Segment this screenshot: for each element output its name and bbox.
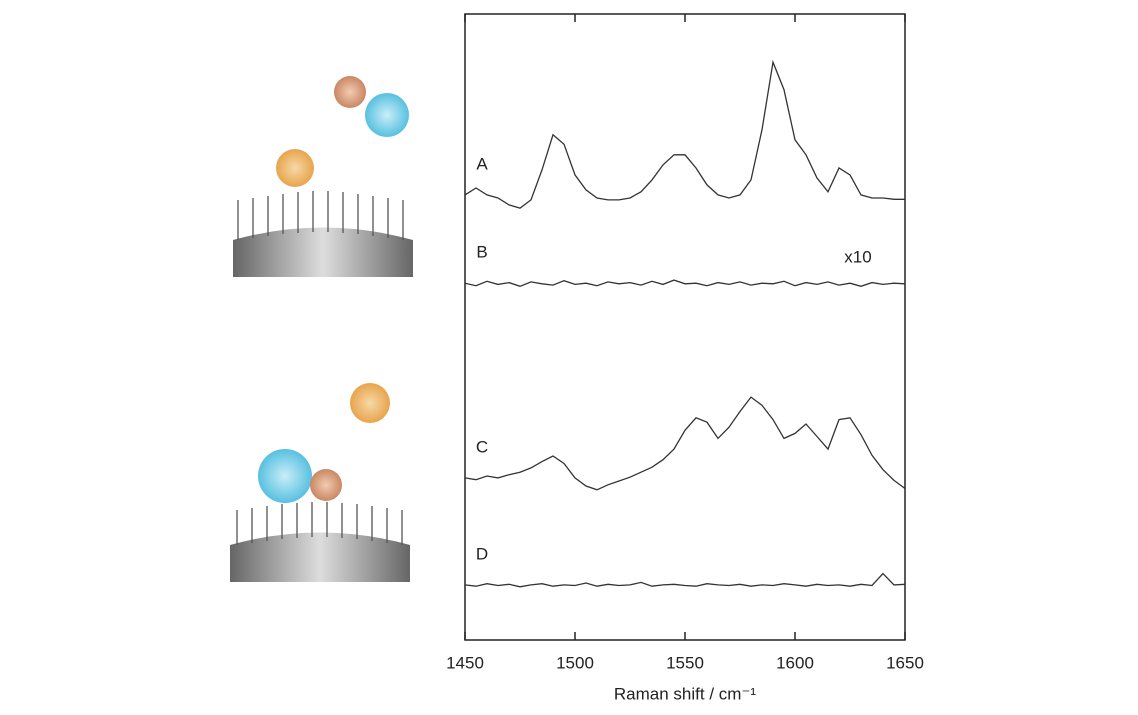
plot-frame — [464, 13, 906, 641]
annotation: x10 — [844, 247, 871, 266]
illustration — [230, 76, 413, 582]
x-tick-label: 1450 — [446, 653, 484, 672]
spectrum — [464, 396, 906, 491]
x-axis-label: Raman shift / cm⁻¹ — [614, 684, 757, 703]
series-label: D — [476, 544, 488, 563]
x-tick-label: 1600 — [776, 653, 814, 672]
spectrum — [464, 572, 906, 588]
x-tick-label: 1500 — [556, 653, 594, 672]
series-label: B — [476, 243, 487, 262]
spectrum — [464, 279, 906, 287]
series-label: A — [476, 154, 488, 173]
spectrum — [464, 59, 905, 209]
x-tick-label: 1650 — [886, 653, 924, 672]
series-label: C — [476, 437, 488, 456]
x-tick-label: 1550 — [666, 653, 704, 672]
